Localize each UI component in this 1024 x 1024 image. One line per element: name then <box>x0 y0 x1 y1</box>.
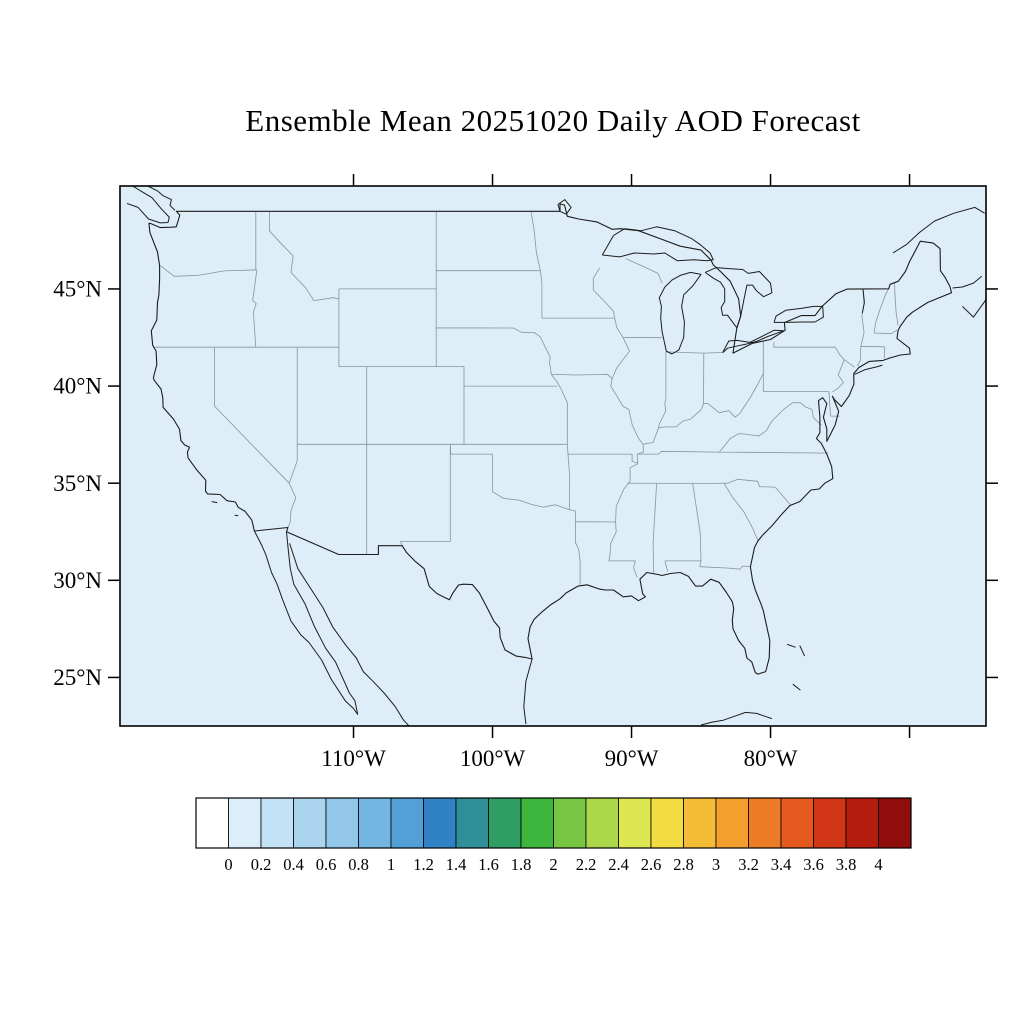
colorbar-tick-label: 3.2 <box>738 855 759 874</box>
colorbar-tick-label: 0.2 <box>251 855 272 874</box>
colorbar-cell <box>520 797 554 849</box>
lon-tick-label: 100°W <box>460 746 526 771</box>
lon-tick-label: 90°W <box>605 746 659 771</box>
lat-tick-label: 40°N <box>53 374 102 399</box>
colorbar-tick-label: 1 <box>387 855 395 874</box>
colorbar-cell <box>455 797 489 849</box>
colorbar-tick-label: 1.4 <box>446 855 467 874</box>
colorbar-tick-label: 2.2 <box>576 855 597 874</box>
colorbar-cell <box>618 797 652 849</box>
lat-tick-label: 35°N <box>53 471 102 496</box>
colorbar-tick-label: 3 <box>712 855 720 874</box>
colorbar-cell <box>358 797 392 849</box>
axis-ticks <box>108 174 998 738</box>
colorbar-cell <box>325 797 359 849</box>
colorbar-tick-label: 0.6 <box>316 855 337 874</box>
colorbar-cell <box>260 797 294 849</box>
map-background <box>120 186 986 726</box>
colorbar-tick-label: 2.4 <box>608 855 629 874</box>
colorbar-cell <box>878 797 912 849</box>
colorbar-cell <box>683 797 717 849</box>
plot-title: Ensemble Mean 20251020 Daily AOD Forecas… <box>245 103 861 138</box>
lat-tick-label: 25°N <box>53 665 102 690</box>
state-boundaries <box>154 211 899 585</box>
colorbar-cell <box>423 797 457 849</box>
colorbar-cell <box>715 797 749 849</box>
lat-tick-label: 45°N <box>53 277 102 302</box>
colorbar-cell <box>293 797 327 849</box>
lon-tick-label: 80°W <box>744 746 798 771</box>
colorbar-tick-label: 3.6 <box>803 855 824 874</box>
lon-tick-label: 110°W <box>321 746 386 771</box>
colorbar-cell <box>813 797 847 849</box>
colorbar-cell <box>195 797 229 849</box>
colorbar-tick-label: 3.8 <box>836 855 857 874</box>
colorbar-cell <box>585 797 619 849</box>
colorbar-tick-label: 4 <box>874 855 882 874</box>
colorbar-tick-label: 1.2 <box>413 855 434 874</box>
colorbar-cell <box>228 797 262 849</box>
colorbar-tick-label: 0 <box>224 855 232 874</box>
colorbar-tick-label: 2.6 <box>641 855 662 874</box>
colorbar-tick-label: 3.4 <box>771 855 792 874</box>
colorbar-cell <box>488 797 522 849</box>
colorbar-tick-label: 0.8 <box>348 855 369 874</box>
us-coastline <box>148 203 953 675</box>
colorbar-cell <box>390 797 424 849</box>
colorbar-tick-label: 1.8 <box>511 855 532 874</box>
colorbar-cell <box>650 797 684 849</box>
colorbar-tick-label: 1.6 <box>478 855 499 874</box>
lat-tick-label: 30°N <box>53 568 102 593</box>
map-geography <box>126 186 986 726</box>
colorbar-tick-label: 2 <box>549 855 557 874</box>
international-coastline <box>126 186 986 726</box>
colorbar-tick-label: 2.8 <box>673 855 694 874</box>
great-lakes-outline <box>557 199 865 355</box>
colorbar-frame <box>195 797 912 849</box>
colorbar-cell <box>748 797 782 849</box>
colorbar-cell <box>553 797 587 849</box>
colorbar-cell <box>780 797 814 849</box>
colorbar-cell <box>845 797 879 849</box>
map-frame <box>119 185 987 727</box>
colorbar: 0 0.2 0.4 0.6 0.8 1 1.2 1.4 1.6 1.8 2 2.2 2.4 2.6 2.8 3… <box>195 797 912 874</box>
colorbar-tick-label: 0.4 <box>283 855 304 874</box>
